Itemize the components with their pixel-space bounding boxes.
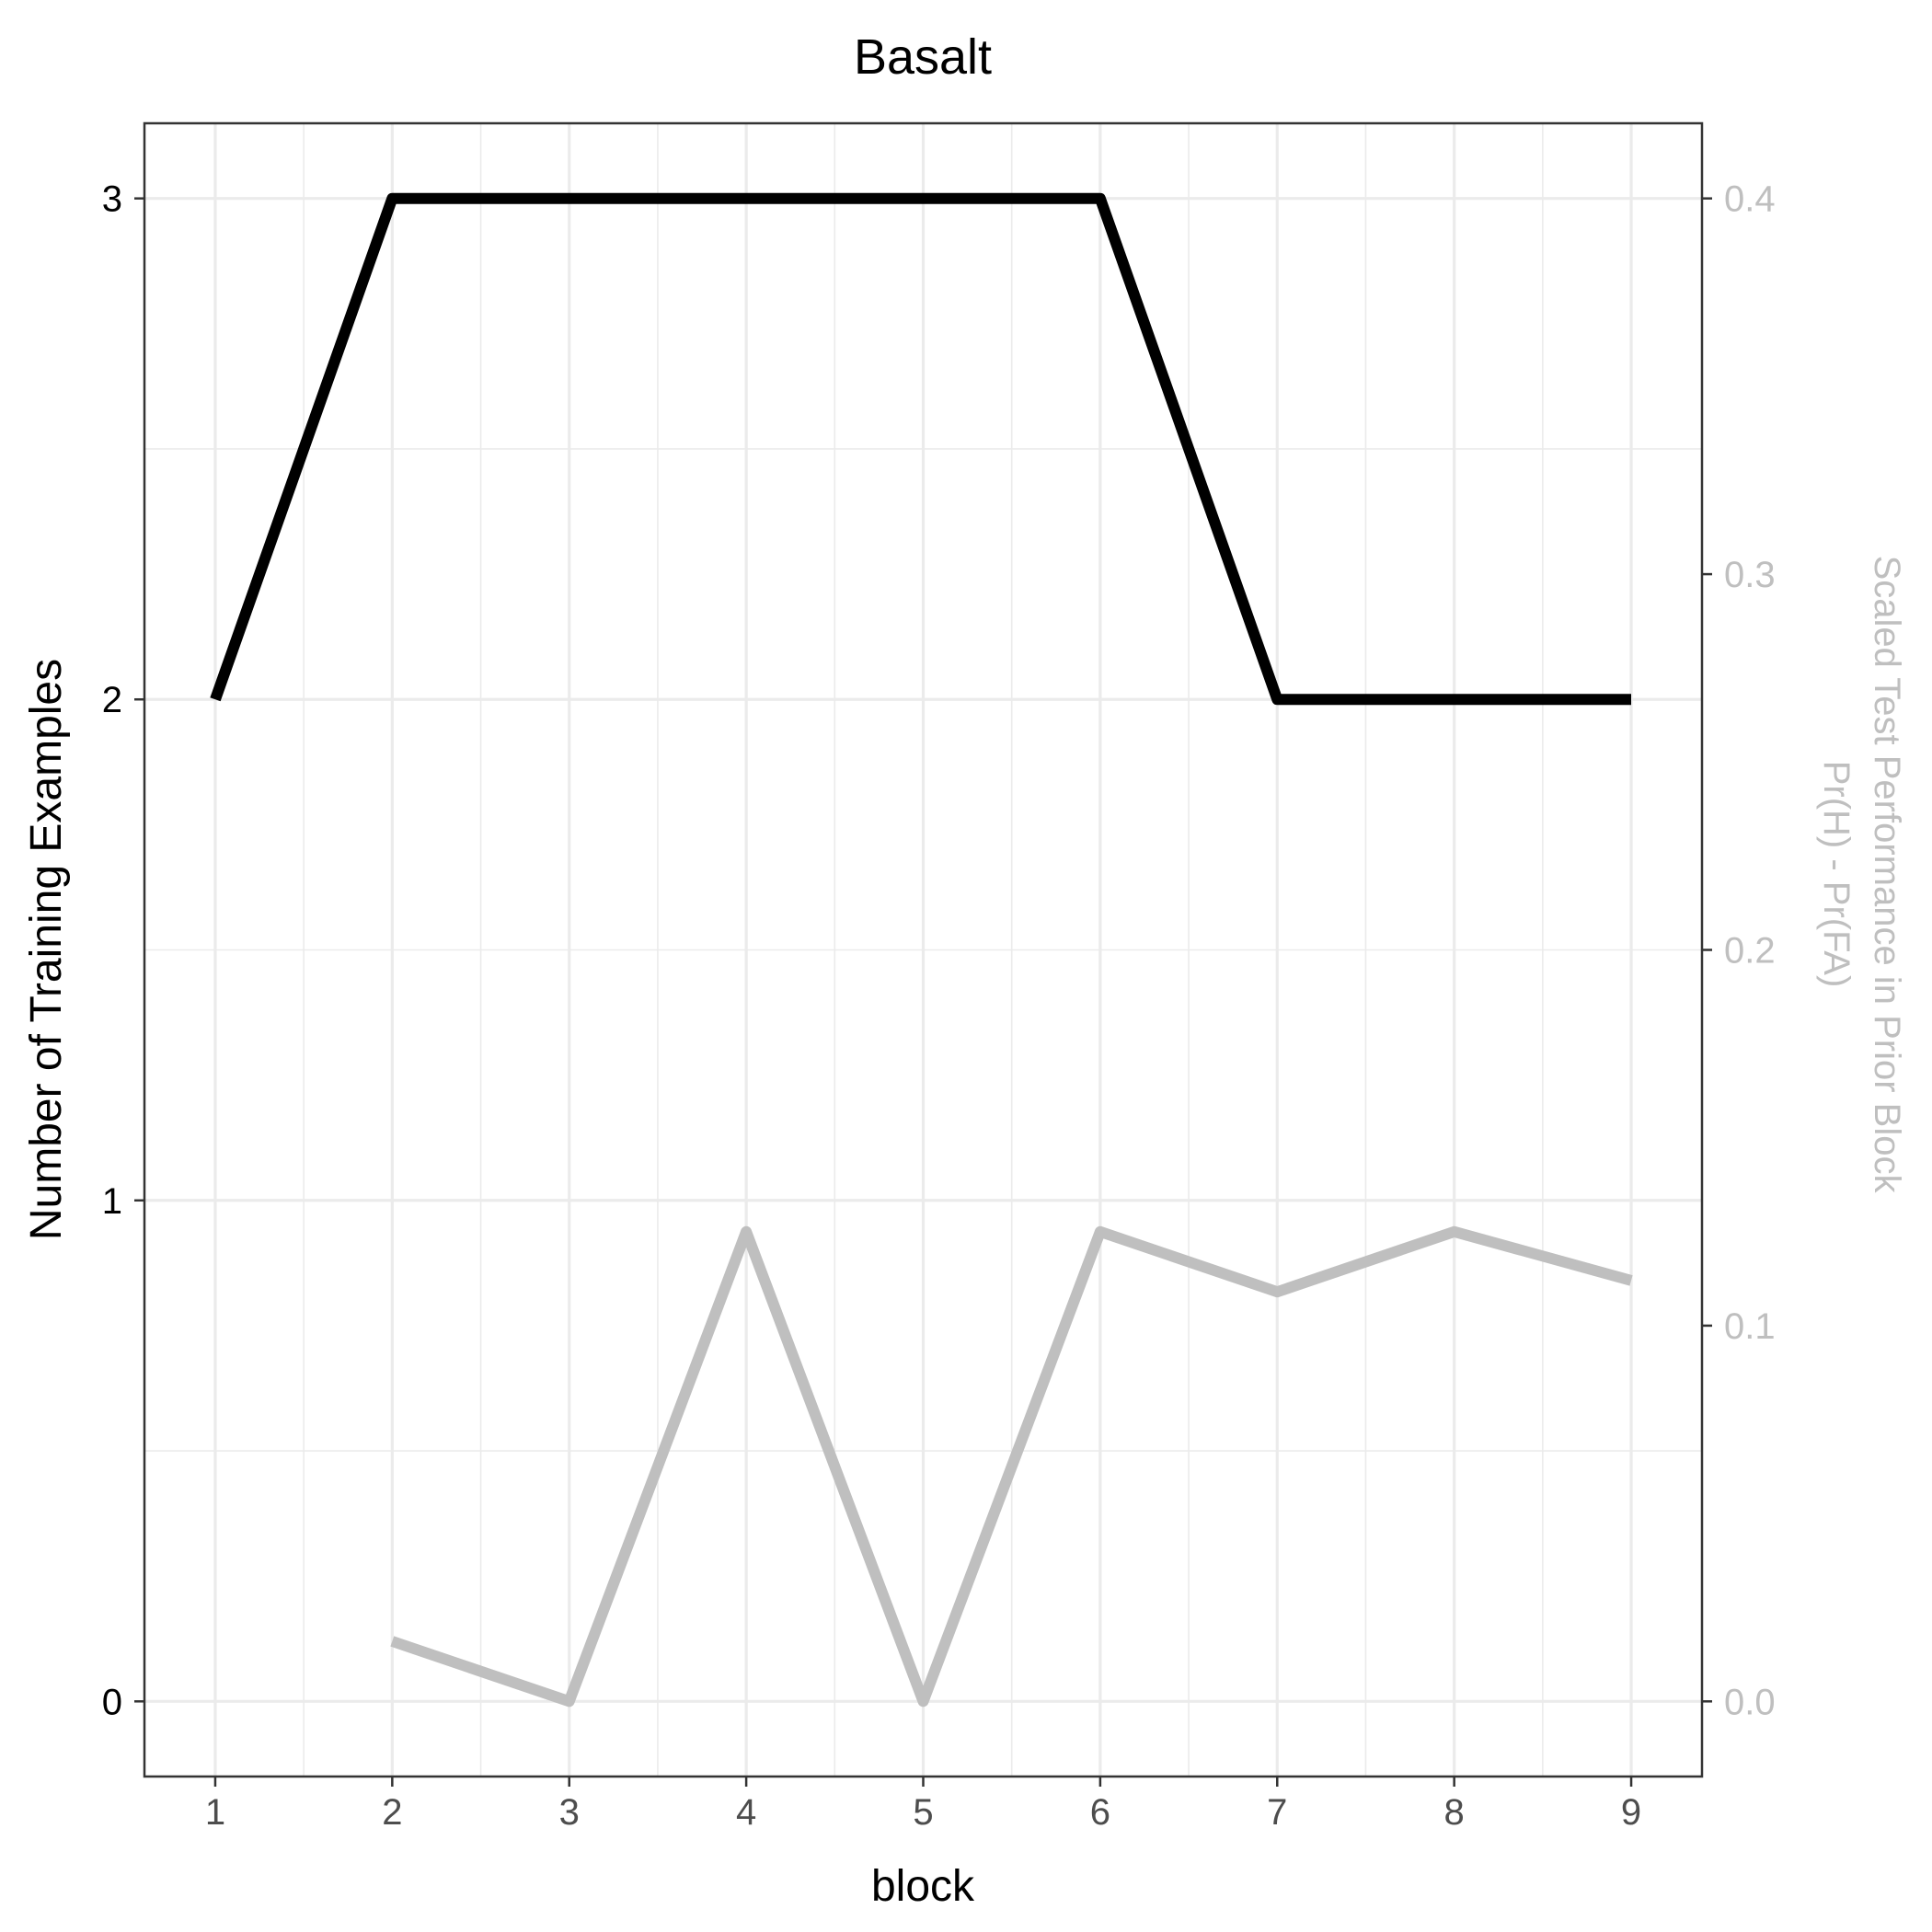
x-tick-label: 9 — [1621, 1792, 1641, 1833]
x-tick-label: 1 — [205, 1792, 225, 1833]
y2-tick-label: 0.0 — [1724, 1682, 1776, 1722]
y2-tick-label: 0.3 — [1724, 555, 1776, 595]
series-line-left-axis — [210, 192, 1631, 706]
x-axis-title: block — [871, 1862, 975, 1911]
y-tick-label: 1 — [102, 1181, 122, 1222]
y2-tick-label: 0.4 — [1724, 179, 1776, 220]
x-tick-label: 7 — [1267, 1792, 1287, 1833]
y-axis-title: Number of Training Examples — [22, 659, 71, 1240]
y-tick-label: 0 — [102, 1682, 122, 1722]
x-tick-label: 2 — [382, 1792, 402, 1833]
x-tick-label: 6 — [1090, 1792, 1110, 1833]
y-tick-label: 3 — [102, 179, 122, 220]
y2-axis-title-line1: Scaled Test Performance in Prior Block — [1867, 556, 1907, 1194]
y2-tick-label: 0.1 — [1724, 1306, 1776, 1347]
x-tick-label: 5 — [913, 1792, 933, 1833]
y2-axis-title-line2: Pr(H) - Pr(FA) — [1816, 761, 1857, 988]
x-tick-label: 8 — [1444, 1792, 1465, 1833]
series-line-right-axis — [390, 1225, 1633, 1708]
chart-title: Basalt — [854, 29, 992, 85]
series-layer — [210, 192, 1633, 1708]
x-tick-label: 4 — [736, 1792, 756, 1833]
y-tick-label: 2 — [102, 680, 122, 720]
x-tick-label: 3 — [559, 1792, 580, 1833]
axes: 0 1 2 3 0.0 0.1 0.2 0.3 0.4 1 2 3 4 5 6 7 8 9 — [102, 179, 1776, 1833]
y2-tick-label: 0.2 — [1724, 931, 1776, 972]
